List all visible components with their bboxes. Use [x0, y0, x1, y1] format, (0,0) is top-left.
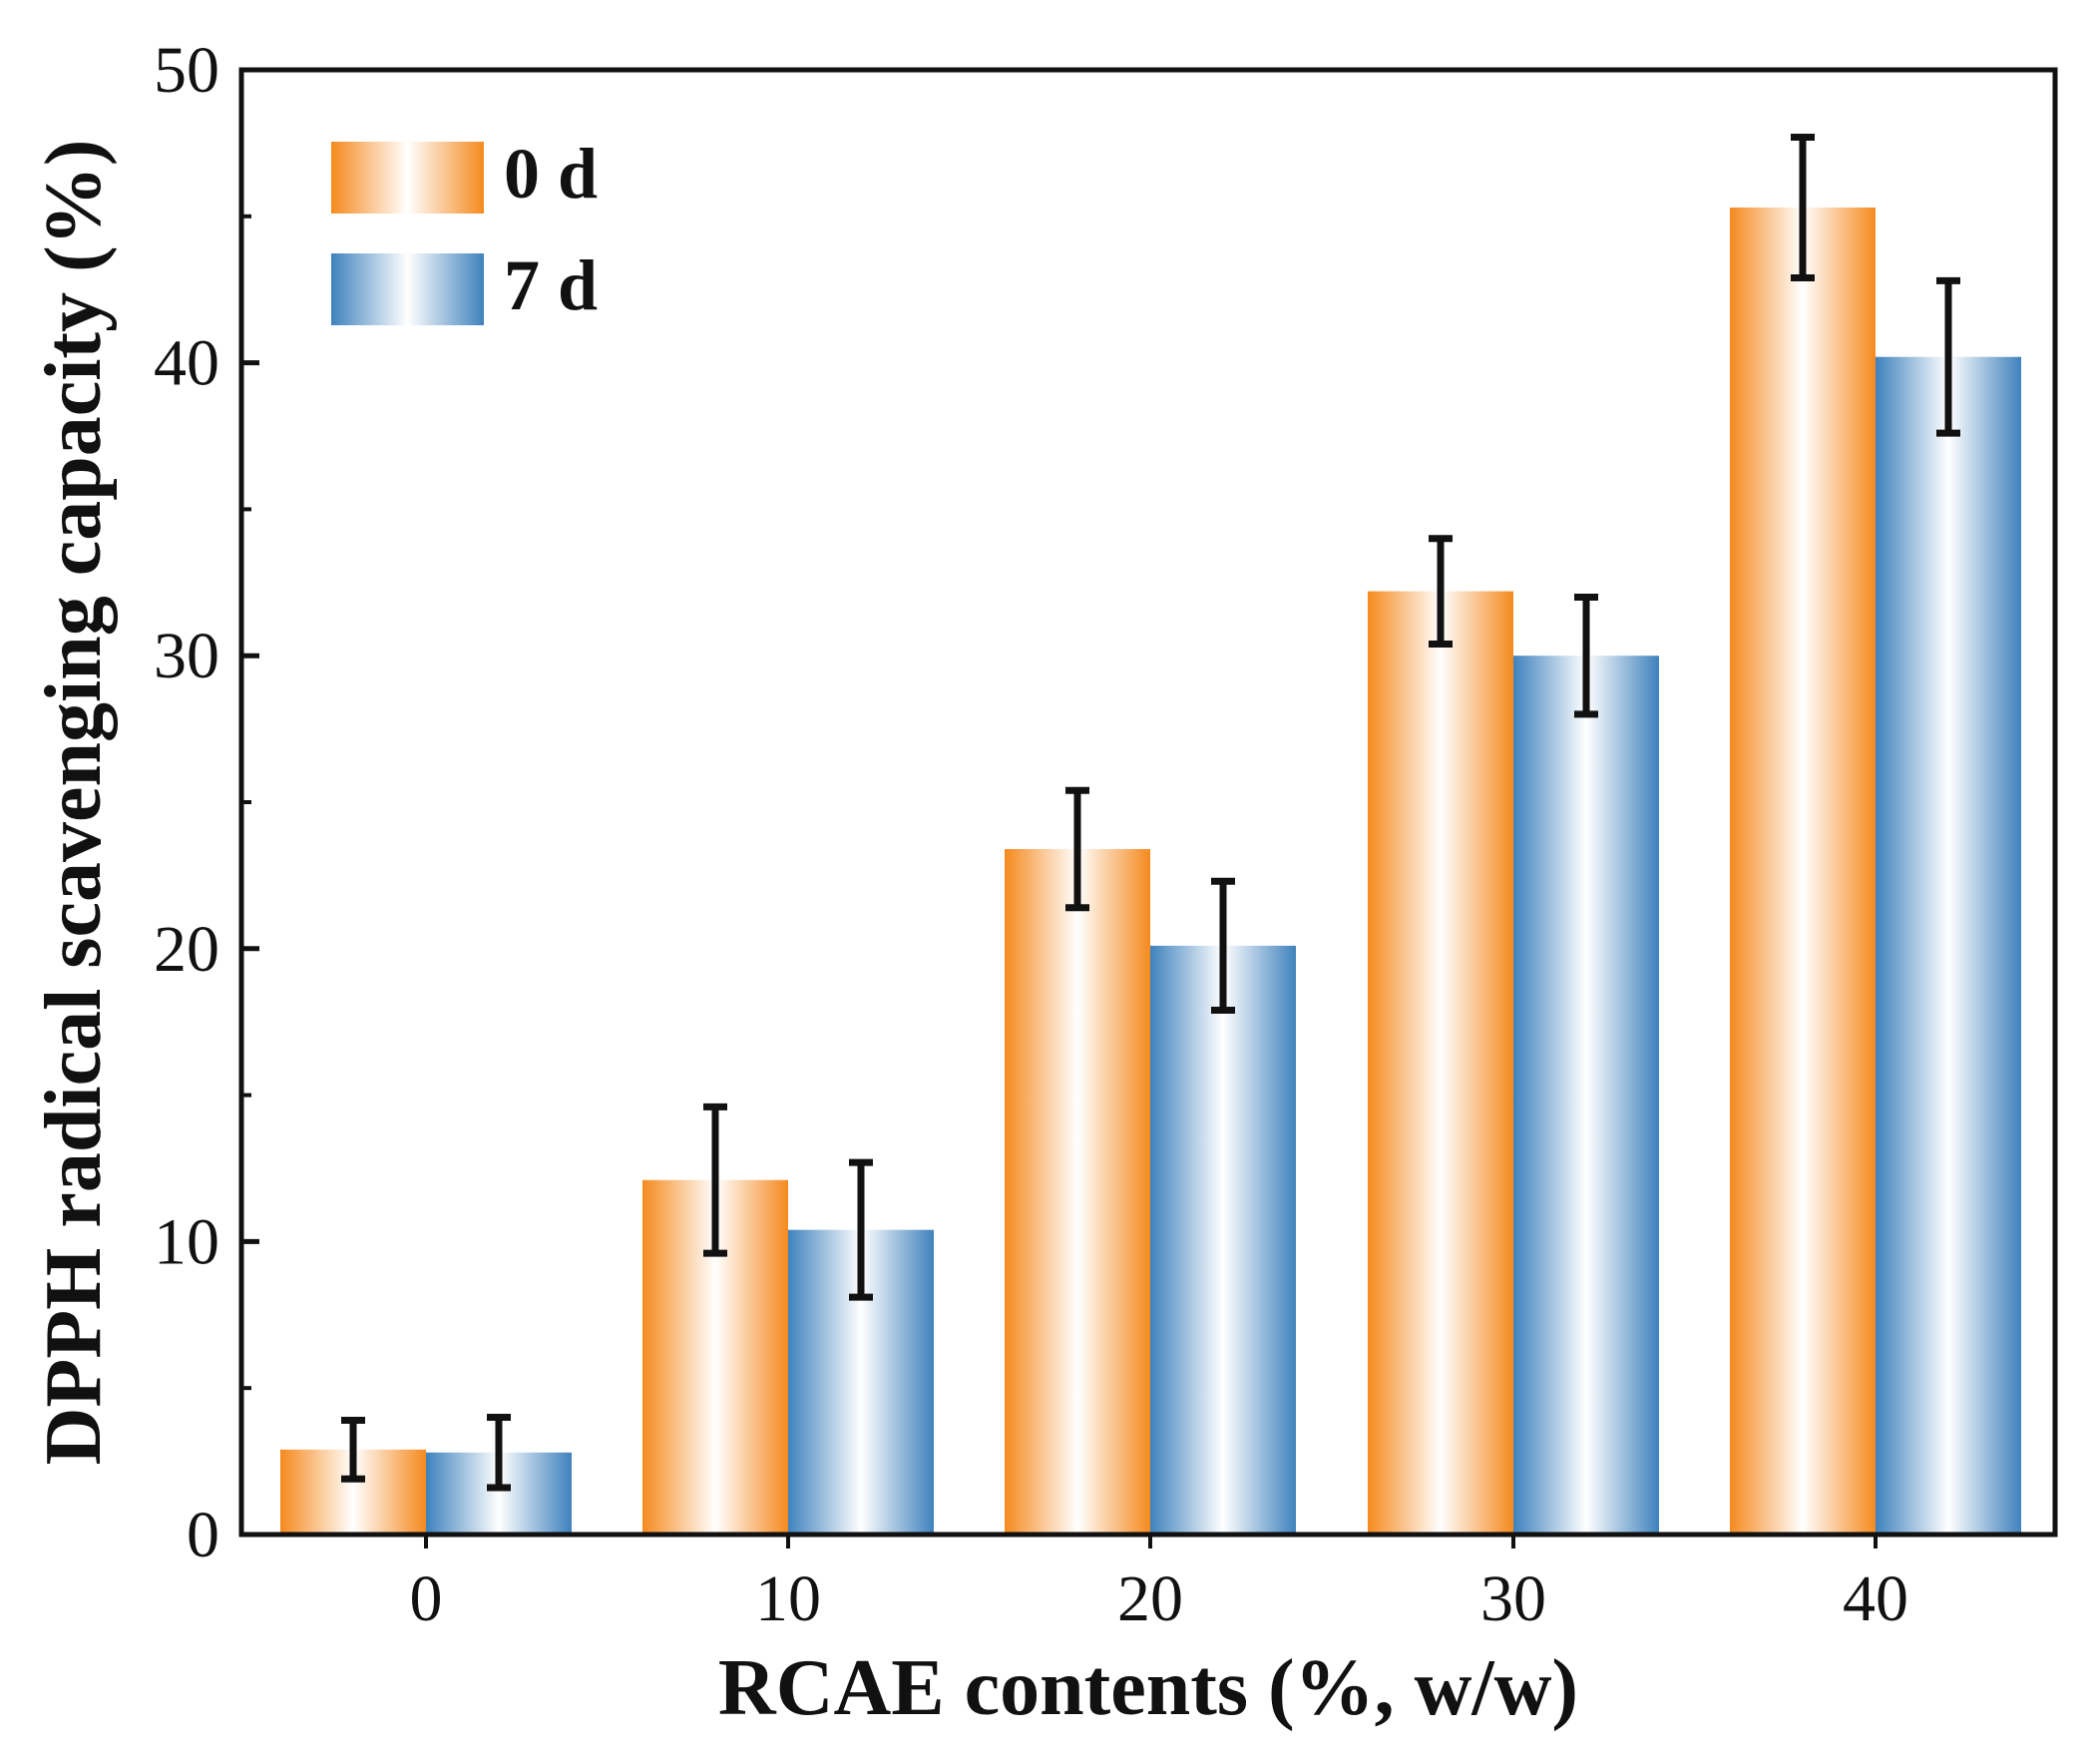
- legend-swatch-0d: [331, 142, 484, 214]
- legend: 0 d 7 d: [331, 134, 598, 325]
- y-tick-label: 20: [154, 913, 219, 986]
- y-tick-label: 30: [154, 620, 219, 692]
- y-tick-label: 40: [154, 327, 219, 400]
- error-bar-7d-30: [1574, 593, 1598, 718]
- y-axis: 0 10 20 30 40 50: [154, 34, 259, 1571]
- bar-0d-30: [1368, 591, 1513, 1535]
- error-bar-7d-10: [849, 1158, 873, 1301]
- y-tick-label: 50: [154, 34, 219, 107]
- x-tick-label: 0: [410, 1562, 443, 1635]
- x-tick-label: 30: [1480, 1562, 1546, 1635]
- legend-label-7d: 7 d: [504, 245, 598, 325]
- error-bar-7d-40: [1936, 276, 1960, 437]
- bar-0d-40: [1730, 207, 1876, 1536]
- error-bars: [341, 134, 1960, 1492]
- bar-7d-20: [1150, 945, 1296, 1535]
- error-bar-0d-10: [703, 1102, 727, 1257]
- error-bar-0d-40: [1791, 134, 1815, 281]
- x-axis-title: RCAE contents (%, w/w): [718, 1644, 1578, 1732]
- error-bar-0d-20: [1065, 786, 1089, 912]
- y-tick-label: 10: [154, 1205, 219, 1278]
- x-axis: 0 10 20 30 40: [410, 1535, 1908, 1635]
- y-axis-title: DPPH radical scavenging capacity (%): [30, 140, 118, 1466]
- y-tick-label: 0: [187, 1499, 219, 1571]
- error-bar-0d-0: [341, 1416, 365, 1483]
- x-tick-label: 40: [1843, 1562, 1908, 1635]
- bar-7d-30: [1513, 656, 1659, 1535]
- x-tick-label: 10: [755, 1562, 821, 1635]
- legend-label-0d: 0 d: [504, 134, 598, 214]
- legend-swatch-7d: [331, 253, 484, 325]
- bar-7d-40: [1876, 356, 2021, 1535]
- error-bar-7d-20: [1211, 877, 1235, 1014]
- bars: [280, 207, 2021, 1536]
- error-bar-7d-0: [487, 1414, 511, 1492]
- error-bar-0d-30: [1429, 535, 1453, 648]
- bar-0d-20: [1005, 848, 1150, 1535]
- x-tick-label: 20: [1117, 1562, 1183, 1635]
